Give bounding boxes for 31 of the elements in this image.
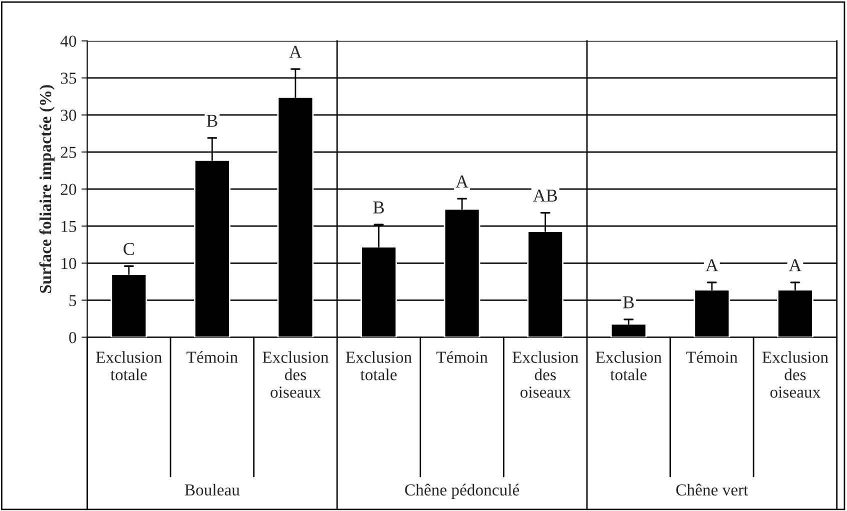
y-tick-label: 40 bbox=[60, 36, 76, 47]
annotation: A bbox=[706, 259, 718, 272]
y-tick-label: 35 bbox=[60, 72, 76, 84]
annotation: B bbox=[373, 202, 384, 214]
x-tick-label: Exclusion totale bbox=[96, 351, 162, 380]
y-tick-label: 15 bbox=[62, 220, 76, 232]
x-tick-label: Exclusion totale bbox=[346, 351, 412, 380]
x-tick-label: Exclusion des oiseaux bbox=[512, 351, 578, 398]
annotation: B bbox=[623, 296, 634, 308]
y-tick-label: 25 bbox=[60, 146, 76, 158]
x-tick-label: Témoin bbox=[436, 351, 488, 363]
annotation: C bbox=[124, 242, 134, 256]
text: Bouleau bbox=[184, 484, 240, 496]
y-tick-label: 20 bbox=[60, 184, 76, 196]
annotation: AB bbox=[532, 190, 557, 202]
y-axis-title: Surface foliaire impactée (%) bbox=[39, 85, 55, 293]
x-tick-label: Témoin bbox=[686, 351, 738, 363]
annotation: B bbox=[206, 114, 218, 127]
annotation: A bbox=[456, 176, 468, 188]
x-tick-label: Exclusion des oiseaux bbox=[762, 351, 828, 398]
y-tick-label: 5 bbox=[69, 295, 76, 306]
text: Chêne pédonculé bbox=[405, 484, 520, 499]
x-tick-label: Exclusion totale bbox=[596, 351, 662, 380]
x-tick-label: Exclusion des oiseaux bbox=[262, 351, 329, 398]
text: Chêne vert bbox=[676, 484, 748, 496]
annotation: A bbox=[289, 46, 302, 58]
y-tick-label: 10 bbox=[62, 258, 76, 270]
y-tick-label: 0 bbox=[69, 332, 76, 344]
y-tick-label: 30 bbox=[60, 110, 76, 121]
x-tick-label: Témoin bbox=[186, 351, 238, 363]
annotation: A bbox=[788, 259, 802, 272]
